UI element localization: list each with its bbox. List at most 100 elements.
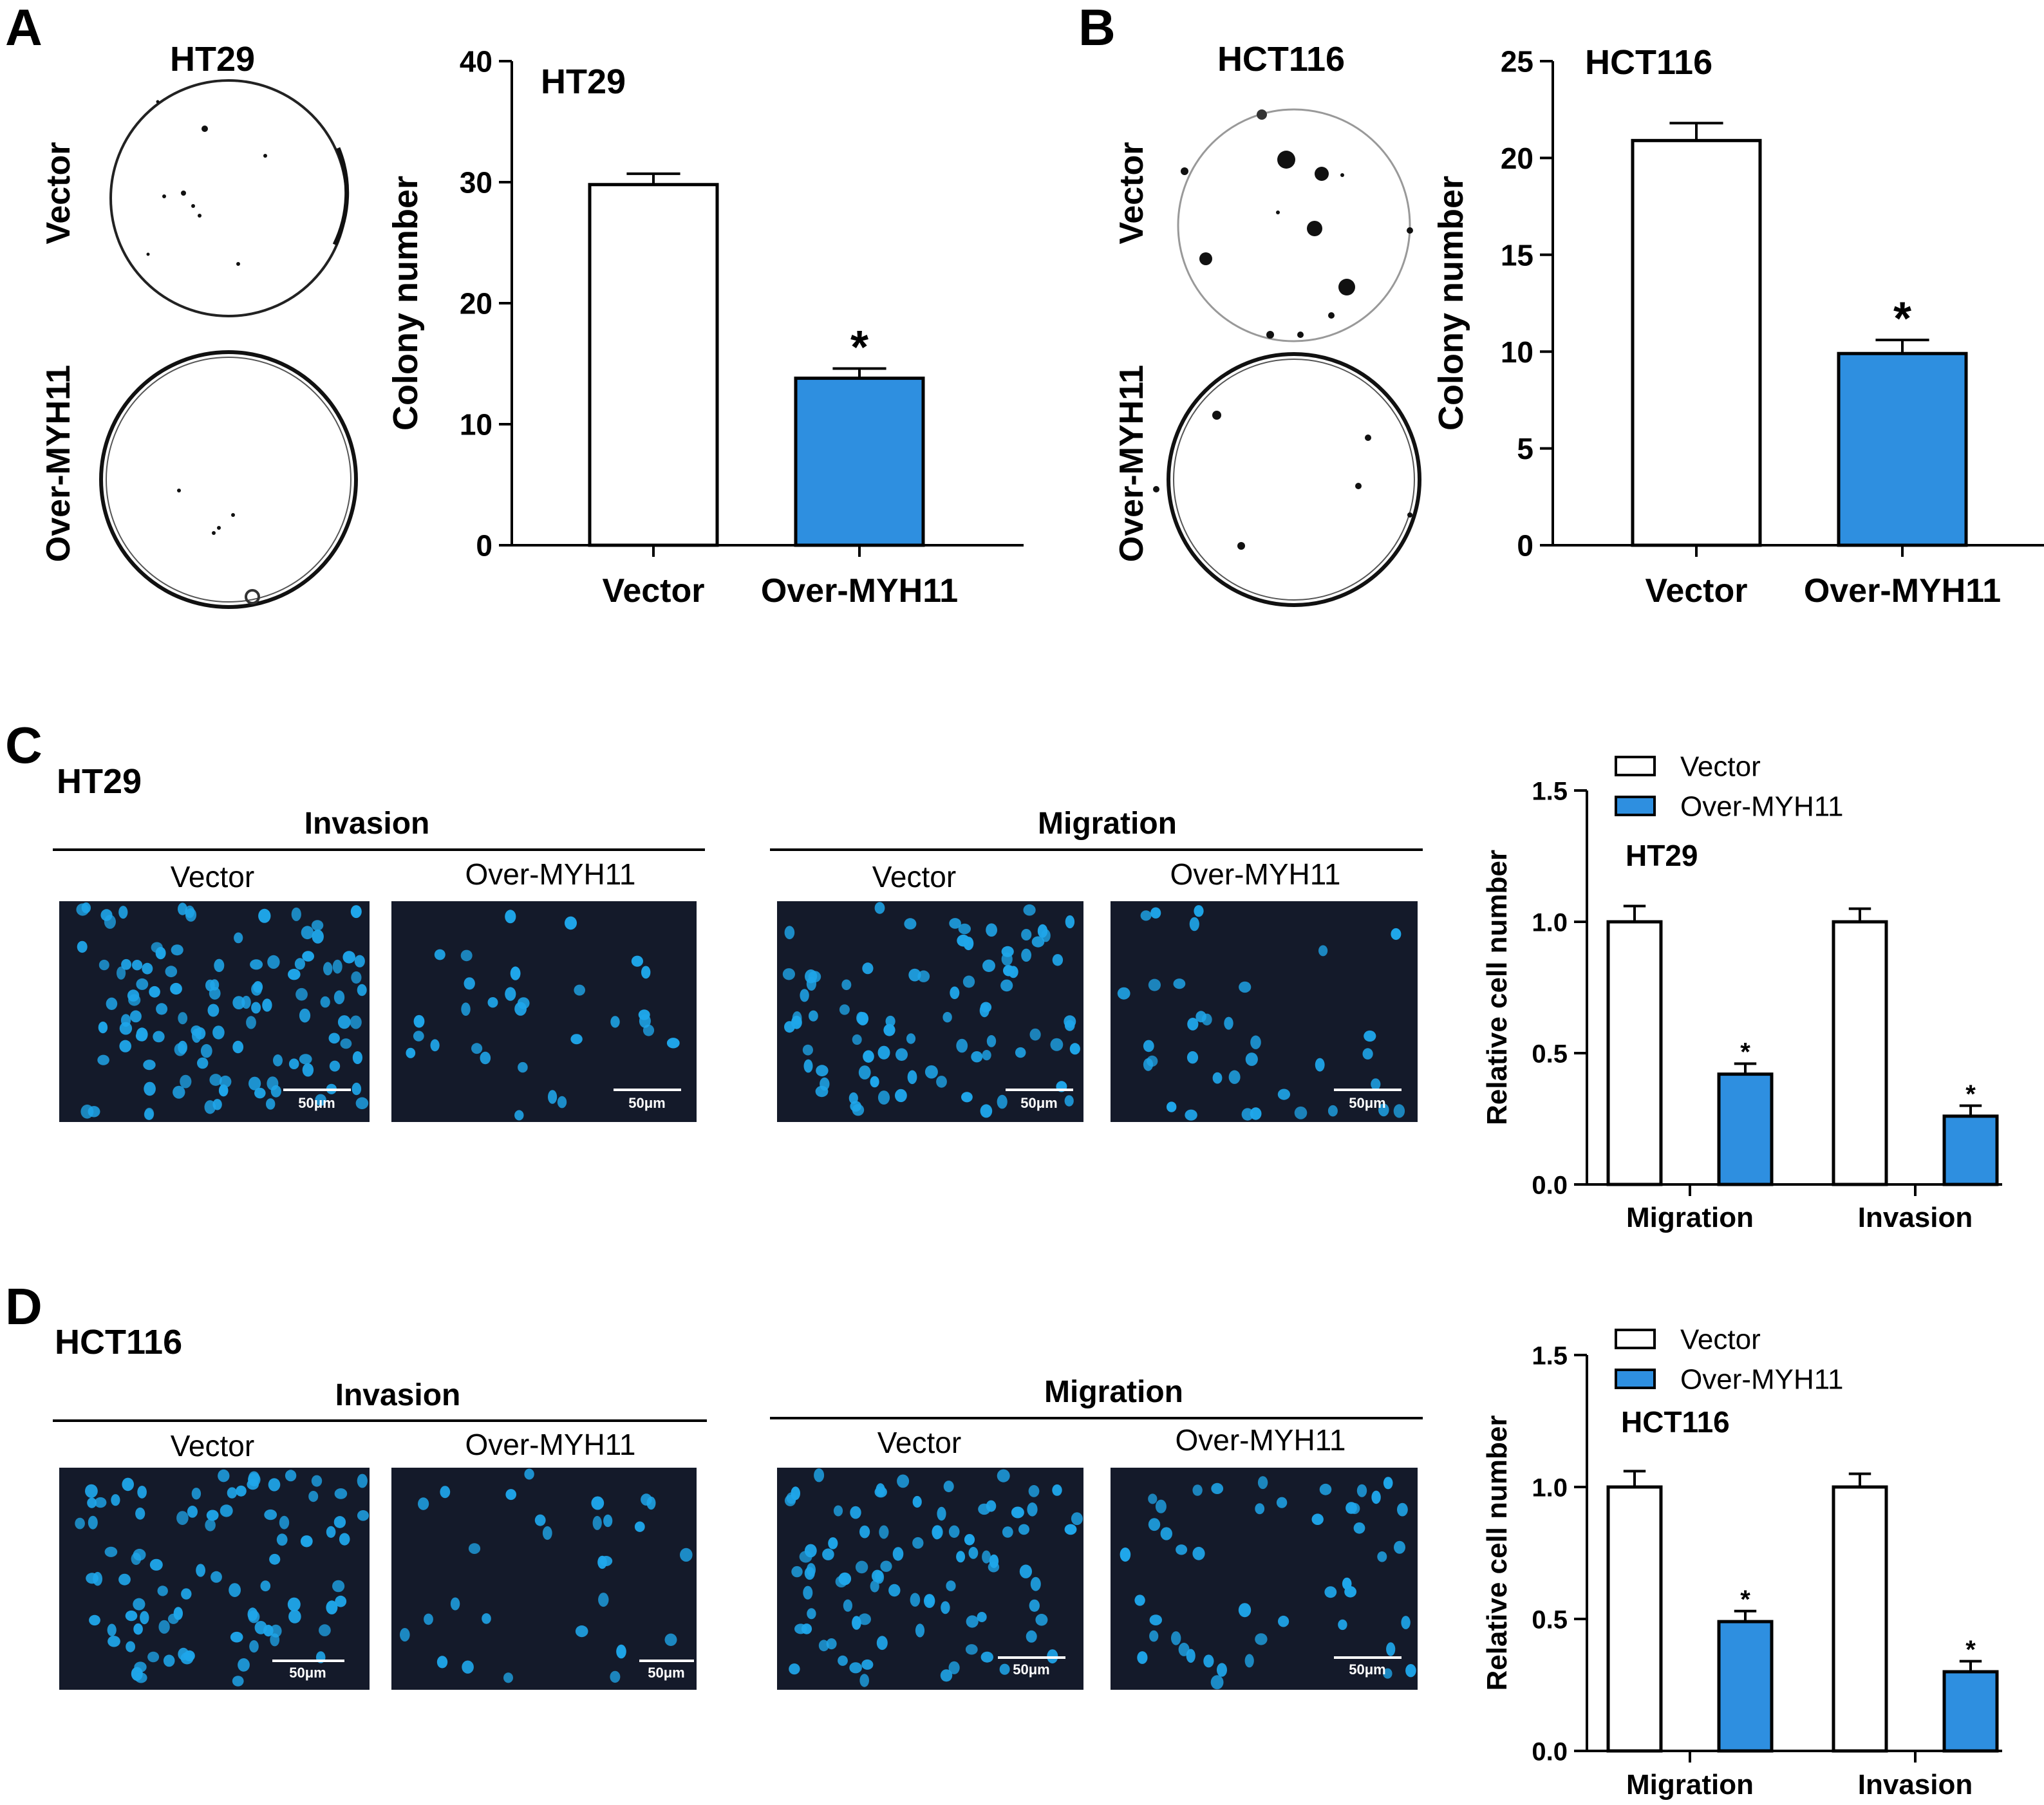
nucleus xyxy=(234,932,243,944)
nucleus xyxy=(1187,1018,1199,1031)
nucleus xyxy=(942,1012,952,1023)
nucleus xyxy=(870,1076,879,1088)
nucleus xyxy=(260,1580,271,1592)
nuclei-group xyxy=(75,1469,370,1687)
y-tick-label: 0 xyxy=(1517,529,1533,563)
scale-bar-label: 50μm xyxy=(648,1665,685,1681)
nucleus xyxy=(254,1087,266,1099)
nucleus xyxy=(460,949,473,962)
nucleus xyxy=(1319,1483,1332,1495)
colony-dot xyxy=(146,252,150,256)
nucleus xyxy=(311,1475,323,1487)
nucleus xyxy=(666,1038,680,1049)
colony-dot xyxy=(217,526,221,530)
nucleus xyxy=(413,1015,425,1028)
bar xyxy=(1832,1485,1888,1753)
panel-d-label-invasion-over: Over-MYH11 xyxy=(465,1428,636,1461)
colony-dot xyxy=(1212,411,1221,420)
nucleus xyxy=(664,1633,677,1646)
nucleus xyxy=(1241,1108,1254,1121)
micrograph-c-invasion-over: 50μm xyxy=(391,901,697,1122)
nucleus xyxy=(799,1551,812,1563)
nucleus xyxy=(326,1600,338,1614)
nucleus xyxy=(1023,904,1036,916)
nucleus xyxy=(997,1094,1008,1109)
nucleus xyxy=(355,1097,369,1110)
nucleus xyxy=(505,987,516,1001)
panel-d-label-invasion-vector: Vector xyxy=(171,1429,254,1463)
nucleus xyxy=(1393,1104,1405,1118)
nucleus xyxy=(173,1607,183,1620)
y-tick-label: 0.0 xyxy=(1532,1171,1568,1199)
nucleus xyxy=(850,1101,861,1112)
nucleus xyxy=(859,1525,870,1538)
nucleus xyxy=(835,1576,848,1587)
chart-a: 0 10 20 30 40 Colony number HT29 Vector * Over-MY… xyxy=(386,45,1024,610)
nucleus xyxy=(870,1580,879,1593)
nucleus xyxy=(1001,946,1014,957)
nucleus xyxy=(117,966,126,980)
nucleus xyxy=(978,1503,991,1515)
nucleus xyxy=(434,949,445,960)
nucleus xyxy=(249,1640,259,1653)
bar xyxy=(1942,1670,1999,1753)
dish-inner-ring xyxy=(106,357,352,603)
nucleus xyxy=(548,1090,558,1104)
nucleus xyxy=(1037,924,1048,938)
nucleus xyxy=(591,1496,605,1510)
nucleus xyxy=(75,1517,85,1529)
colony-dish-hct116-vector xyxy=(1177,108,1413,342)
nucleus xyxy=(575,1625,588,1638)
colony-dot xyxy=(1297,332,1304,338)
nucleus xyxy=(218,1469,230,1482)
nucleus xyxy=(839,1004,850,1015)
nucleus xyxy=(1015,1047,1026,1058)
nucleus xyxy=(1362,1048,1373,1060)
bar xyxy=(1837,351,1968,547)
colony-dot xyxy=(236,262,240,266)
y-tick-label: 25 xyxy=(1501,45,1533,79)
nuclei-group xyxy=(76,902,369,1120)
nucleus xyxy=(339,1533,350,1546)
y-tick-label: 1.0 xyxy=(1532,908,1568,937)
nucleus xyxy=(885,1015,895,1027)
nucleus xyxy=(948,1661,960,1674)
nucleus xyxy=(232,996,245,1009)
nucleus xyxy=(170,982,182,995)
nucleus xyxy=(1117,987,1130,1000)
nucleus xyxy=(238,1658,250,1672)
y-tick-label: 0 xyxy=(476,529,492,563)
nucleus xyxy=(144,1081,156,1096)
significance-marker: * xyxy=(1893,294,1911,345)
significance-marker: * xyxy=(850,322,868,373)
nucleus xyxy=(248,1473,261,1487)
nuclei-group xyxy=(400,1468,693,1683)
nucleus xyxy=(133,1598,145,1611)
nucleus xyxy=(119,1022,133,1035)
panel-d-cell-line: HCT116 xyxy=(55,1323,182,1361)
nucleus xyxy=(841,979,852,991)
nucleus xyxy=(982,1550,991,1564)
nucleus xyxy=(118,906,128,919)
nucleus xyxy=(1171,1631,1181,1645)
nucleus xyxy=(818,1640,829,1652)
nucleus xyxy=(187,1506,198,1518)
nucleus xyxy=(1030,1576,1041,1591)
nucleus xyxy=(907,1070,917,1085)
nucleus xyxy=(895,1089,907,1103)
colony-dish-hct116-over xyxy=(1153,352,1421,607)
panel-c-label-migration-vector: Vector xyxy=(872,860,956,893)
colony-dot xyxy=(1181,167,1188,175)
bar xyxy=(588,183,719,547)
nucleus xyxy=(462,1660,474,1674)
nucleus xyxy=(1228,1070,1241,1084)
nucleus xyxy=(641,966,651,979)
nucleus xyxy=(822,1548,834,1560)
nucleus xyxy=(205,1519,216,1531)
nucleus xyxy=(912,1537,924,1549)
nucleus xyxy=(792,1011,802,1025)
nucleus xyxy=(323,962,333,976)
nucleus xyxy=(863,1050,874,1063)
nucleus xyxy=(129,1010,142,1023)
